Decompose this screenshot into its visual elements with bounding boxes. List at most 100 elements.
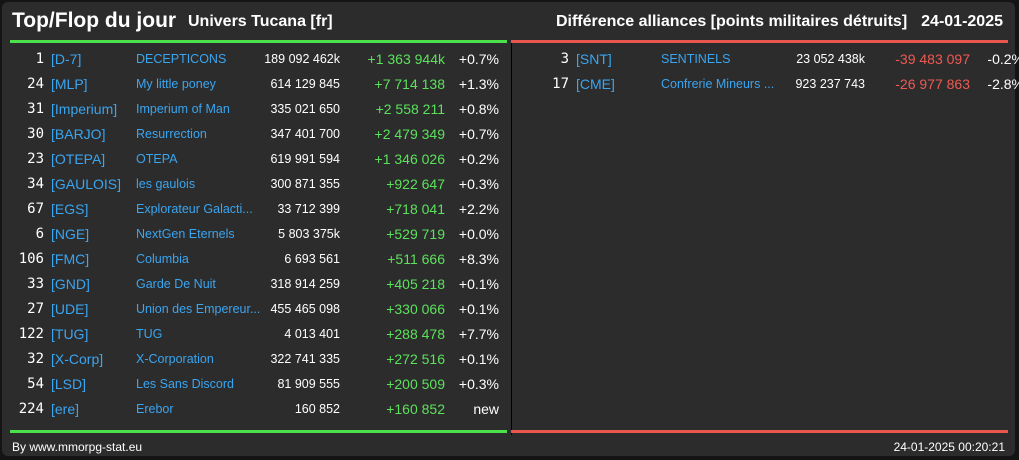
alliance-row: 23 [OTEPA] OTEPA 619 991 594 +1 346 026 +0.2% — [10, 147, 505, 172]
alliance-row: 33 [GND] Garde De Nuit 318 914 259 +405 218 +… — [10, 272, 505, 297]
alliance-tag-link[interactable]: [NGE] — [51, 226, 90, 242]
alliance-total-points: 81 909 555 — [277, 377, 340, 391]
alliance-rank: 33 — [27, 276, 44, 292]
alliance-total-points: 335 021 650 — [270, 102, 340, 116]
alliance-rank: 3 — [560, 51, 569, 67]
alliance-row: 17 [CME] Confrerie Mineurs ... 923 237 743-… — [535, 72, 1019, 97]
alliance-daily-percent: +2.2% — [458, 201, 499, 217]
alliance-rank: 54 — [27, 376, 44, 392]
alliance-row: 1 [D-7] DECEPTICONS 189 092 462k +1 363 944k… — [10, 47, 505, 72]
alliance-rank: 1 — [35, 51, 44, 67]
alliance-tag-link[interactable]: [D-7] — [51, 51, 82, 67]
alliance-row: 27 [UDE] Union des Empereur... 455 465 098 +… — [10, 297, 505, 322]
alliance-row: 31 [Imperium] Imperium of Man 335 021 650 +2… — [10, 97, 505, 122]
alliance-tag-link[interactable]: [MLP] — [51, 76, 88, 92]
alliance-daily-percent: +7.7% — [458, 326, 499, 342]
alliance-daily-percent: +0.3% — [458, 376, 499, 392]
alliance-daily-percent: -0.2% — [987, 51, 1019, 67]
alliance-daily-percent: +0.1% — [458, 301, 499, 317]
alliance-total-points: 189 092 462k — [264, 52, 340, 66]
generated-timestamp: 24-01-2025 00:20:21 — [893, 440, 1005, 454]
alliance-rank: 27 — [27, 301, 44, 317]
alliance-tag-link[interactable]: [LSD] — [51, 376, 87, 392]
alliance-row: 24 [MLP] My little poney 614 129 845 +7 714 … — [10, 72, 505, 97]
alliance-total-points: 619 991 594 — [270, 152, 340, 166]
alliance-tag-link[interactable]: [SNT] — [576, 51, 612, 67]
alliance-daily-percent: +0.3% — [458, 176, 499, 192]
alliance-rank: 23 — [27, 151, 44, 167]
alliance-rank: 24 — [27, 76, 44, 92]
alliance-tag-link[interactable]: [BARJO] — [51, 126, 106, 142]
alliance-tag-link[interactable]: [X-Corp] — [51, 351, 104, 367]
alliance-total-points: 4 013 401 — [284, 327, 340, 341]
header-right: Différence alliances [points militaires … — [556, 13, 1003, 31]
alliance-tag-link[interactable]: [GND] — [51, 276, 90, 292]
alliance-daily-diff: +529 719 — [386, 226, 445, 242]
alliance-tag-link[interactable]: [Imperium] — [51, 101, 118, 117]
alliance-daily-percent: +0.0% — [458, 226, 499, 242]
alliance-total-points: 322 741 335 — [270, 352, 340, 366]
alliance-daily-diff: +922 647 — [386, 176, 445, 192]
alliance-tag-link[interactable]: [UDE] — [51, 301, 89, 317]
alliance-tag-link[interactable]: [EGS] — [51, 201, 89, 217]
alliance-daily-diff: +330 066 — [386, 301, 445, 317]
alliance-row: 106 [FMC] Columbia 6 693 561 +511 666 +8.3% — [10, 247, 505, 272]
alliance-daily-percent: +0.2% — [458, 151, 499, 167]
flop-rule-bottom — [511, 430, 1008, 433]
alliance-daily-diff: +2 558 211 — [375, 101, 445, 117]
alliance-daily-diff: +200 509 — [386, 376, 445, 392]
alliance-row: 67 [EGS] Explorateur Galacti... 33 712 399 +… — [10, 197, 505, 222]
alliance-tag-link[interactable]: [OTEPA] — [51, 151, 106, 167]
alliance-daily-percent: +0.8% — [458, 101, 499, 117]
alliance-rank: 224 — [18, 401, 44, 417]
alliance-tag-link[interactable]: [ere] — [51, 401, 80, 417]
alliance-rank: 106 — [18, 251, 44, 267]
universe-label: Univers Tucana [fr] — [188, 13, 333, 30]
alliance-total-points: 455 465 098 — [270, 302, 340, 316]
alliance-rank: 122 — [18, 326, 44, 342]
alliance-rank: 31 — [27, 101, 44, 117]
alliance-row: 54 [LSD] Les Sans Discord 81 909 555 +200 50… — [10, 372, 505, 397]
alliance-total-points: 5 803 375k — [278, 227, 340, 241]
alliance-row: 3 [SNT] SENTINELS 23 052 438k -39 483 097 -0.… — [535, 47, 1019, 72]
alliance-daily-diff: +511 666 — [387, 251, 445, 267]
alliance-daily-percent: +0.7% — [458, 51, 499, 67]
alliance-daily-diff: +718 041 — [386, 201, 445, 217]
page-title: Top/Flop du jour — [12, 9, 177, 32]
alliance-total-points: 318 914 259 — [270, 277, 340, 291]
alliance-tag-link[interactable]: [GAULOIS] — [51, 176, 122, 192]
alliance-rank: 6 — [35, 226, 44, 242]
alliance-rank: 32 — [27, 351, 44, 367]
top-rule-bottom — [10, 430, 507, 433]
alliance-daily-percent: +0.1% — [458, 351, 499, 367]
alliance-row: 34 [GAULOIS] les gaulois 300 871 355 +922 64… — [10, 172, 505, 197]
alliance-tag-link[interactable]: [CME] — [576, 76, 615, 92]
alliance-tag-link[interactable]: [TUG] — [51, 326, 89, 342]
site-credit: By www.mmorpg-stat.eu — [12, 440, 143, 454]
alliance-row: 224 [ere] Erebor 160 852 +160 852 new — [10, 397, 505, 422]
alliance-daily-percent: +8.3% — [458, 251, 499, 267]
alliance-total-points: 923 237 743 — [795, 77, 865, 91]
alliance-daily-percent: -2.8% — [987, 76, 1019, 92]
alliance-daily-percent: +0.1% — [458, 276, 499, 292]
flop-rule — [511, 40, 1008, 43]
alliance-daily-diff: +1 363 944k — [367, 51, 445, 67]
alliance-daily-percent: new — [473, 401, 499, 417]
alliance-total-points: 23 052 438k — [796, 52, 865, 66]
alliance-daily-diff: +7 714 138 — [374, 76, 445, 92]
column-divider — [511, 43, 512, 435]
alliance-daily-percent: +0.7% — [458, 126, 499, 142]
metric-label: Différence alliances [points militaires … — [555, 13, 908, 30]
alliance-row: 30 [BARJO] Resurrection 347 401 700 +2 479 3… — [10, 122, 505, 147]
alliance-daily-diff: -39 483 097 — [895, 51, 970, 67]
alliance-total-points: 347 401 700 — [270, 127, 340, 141]
alliance-tag-link[interactable]: [FMC] — [51, 251, 90, 267]
alliance-row: 122 [TUG] TUG 4 013 401 +288 478 +7.7% — [10, 322, 505, 347]
alliance-row: 6 [NGE] NextGen Eternels 5 803 375k +529 719… — [10, 222, 505, 247]
alliance-total-points: 6 693 561 — [284, 252, 340, 266]
alliance-rank: 34 — [27, 176, 44, 192]
alliance-daily-diff: +160 852 — [386, 401, 445, 417]
alliance-total-points: 300 871 355 — [270, 177, 340, 191]
alliance-daily-diff: +2 479 349 — [374, 126, 445, 142]
